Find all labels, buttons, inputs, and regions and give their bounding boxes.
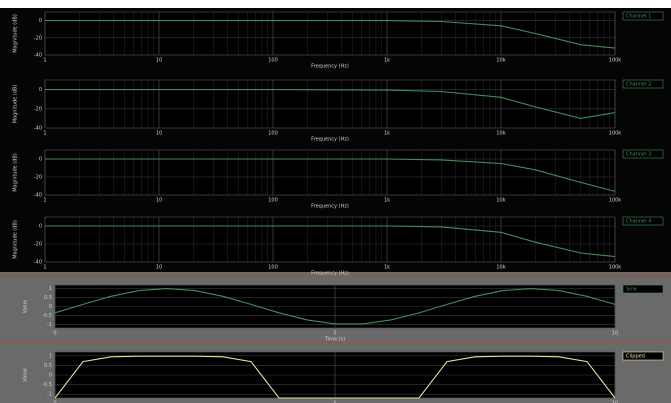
x-tick-label: 0 xyxy=(53,331,56,337)
x-tick-label: 100 xyxy=(268,265,278,271)
y-tick-label: -0.5 xyxy=(42,382,52,388)
data-line xyxy=(54,288,616,325)
y-tick-label: 1 xyxy=(49,353,52,359)
x-tick-label: 10 xyxy=(156,198,162,204)
y-axis-label: Magnitude (dB) xyxy=(13,14,19,53)
x-tick-label: 10k xyxy=(496,198,505,204)
y-tick-label: -0.5 xyxy=(42,313,52,319)
legend-box xyxy=(622,149,664,159)
x-tick-label: 100k xyxy=(609,131,622,137)
data-line xyxy=(45,20,616,49)
y-tick-label: 0 xyxy=(39,157,42,163)
y-tick-label: 0.5 xyxy=(44,363,52,369)
x-tick-label: 10k xyxy=(496,265,505,271)
y-tick-label: -40 xyxy=(34,260,42,266)
x-tick-label: 1k xyxy=(384,131,390,137)
y-tick-label: 0 xyxy=(49,304,52,310)
y-tick-label: -40 xyxy=(34,193,42,199)
x-tick-label: 10k xyxy=(496,131,505,137)
x-tick-label: 10k xyxy=(496,58,505,64)
x-tick-label: 10 xyxy=(156,58,162,64)
y-tick-label: -20 xyxy=(34,35,42,41)
x-tick-label: 0 xyxy=(53,401,56,403)
legend-label: Channel 1 xyxy=(626,14,651,20)
data-line xyxy=(45,225,616,258)
x-tick-label: 5 xyxy=(333,401,336,403)
legend-label: Channel 4 xyxy=(626,219,651,225)
y-tick-label: -1 xyxy=(47,392,52,398)
y-axis-label: Magnitude (dB) xyxy=(13,153,19,192)
x-tick-label: 100 xyxy=(268,131,278,137)
data-line xyxy=(54,355,616,399)
plot-area xyxy=(44,79,616,129)
y-tick-label: 0.5 xyxy=(44,295,52,301)
legend-label: Channel 3 xyxy=(626,152,651,158)
y-tick-label: 0 xyxy=(39,87,42,93)
x-tick-label: 100k xyxy=(609,58,622,64)
y-tick-label: -20 xyxy=(34,242,42,248)
x-axis-label: Frequency (Hz) xyxy=(311,204,349,210)
data-line xyxy=(45,158,616,192)
y-axis-label: Magnitude (dB) xyxy=(13,85,19,124)
x-tick-label: 100 xyxy=(268,58,278,64)
y-tick-label: -20 xyxy=(34,106,42,112)
data-line xyxy=(45,89,616,119)
y-tick-label: 0 xyxy=(39,224,42,230)
legend-box xyxy=(622,79,664,89)
x-tick-label: 1k xyxy=(384,58,390,64)
legend-box xyxy=(622,284,664,294)
legend-label: Sine xyxy=(626,287,637,293)
x-tick-label: 10 xyxy=(156,265,162,271)
x-axis-label: Frequency (Hz) xyxy=(311,137,349,143)
y-tick-label: 0 xyxy=(39,18,42,24)
y-tick-label: -1 xyxy=(47,322,52,328)
x-tick-label: 100k xyxy=(609,265,622,271)
plot-area xyxy=(44,11,616,56)
x-tick-label: 1 xyxy=(43,198,46,204)
y-axis-label: Value xyxy=(23,368,29,382)
x-tick-label: 1k xyxy=(384,265,390,271)
x-tick-label: 10 xyxy=(612,331,618,337)
x-tick-label: 1 xyxy=(43,131,46,137)
y-tick-label: 0 xyxy=(49,373,52,379)
plot-area xyxy=(44,149,616,196)
legend-box xyxy=(622,11,664,21)
y-tick-label: -20 xyxy=(34,175,42,181)
x-tick-label: 10 xyxy=(612,401,618,403)
y-tick-label: -40 xyxy=(34,53,42,59)
x-tick-label: 1k xyxy=(384,198,390,204)
y-tick-label: 1 xyxy=(49,286,52,292)
plot-area xyxy=(44,216,616,263)
x-axis-label: Frequency (Hz) xyxy=(311,64,349,70)
legend-box xyxy=(622,351,664,361)
y-axis-label: Magnitude (dB) xyxy=(13,220,19,259)
y-tick-label: -40 xyxy=(34,126,42,132)
x-tick-label: 100k xyxy=(609,198,622,204)
x-axis-label: Time (s) xyxy=(324,337,345,343)
x-tick-label: 1 xyxy=(43,265,46,271)
x-tick-label: 10 xyxy=(156,131,162,137)
x-tick-label: 100 xyxy=(268,198,278,204)
x-tick-label: 5 xyxy=(333,331,336,337)
x-axis-label: Frequency (Hz) xyxy=(311,271,349,277)
x-tick-label: 1 xyxy=(43,58,46,64)
legend-box xyxy=(622,216,664,226)
y-axis-label: Value xyxy=(23,300,29,314)
legend-label: Channel 2 xyxy=(626,82,651,88)
legend-label: Clipped xyxy=(626,354,645,360)
